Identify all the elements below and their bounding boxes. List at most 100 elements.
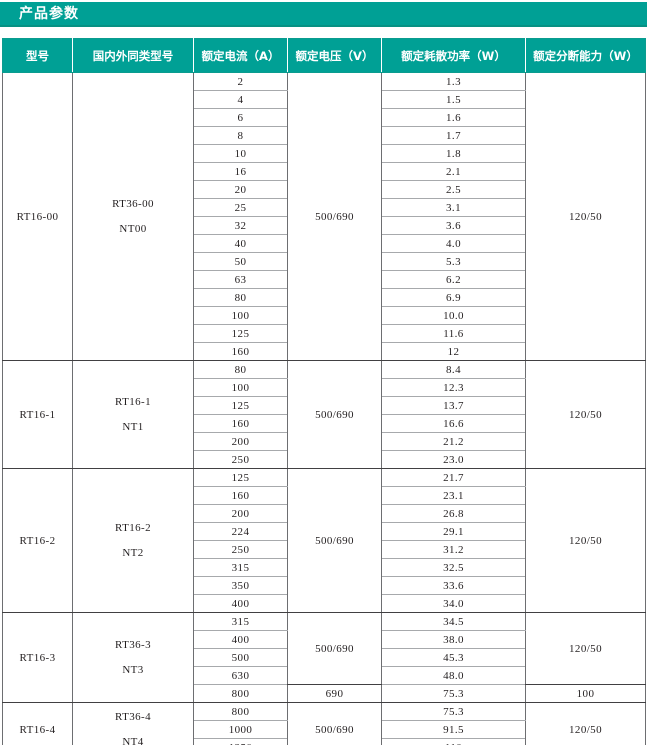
cell-power-dissipation: 1.7	[381, 126, 526, 145]
equivalent-model-line: NT2	[122, 546, 144, 559]
cell-breaking-capacity: 120/50	[525, 702, 646, 745]
cell-rated-current: 315	[193, 612, 288, 631]
cell-power-dissipation: 33.6	[381, 576, 526, 595]
cell-power-dissipation: 13.7	[381, 396, 526, 415]
cell-power-dissipation: 29.1	[381, 522, 526, 541]
cell-rated-current: 80	[193, 360, 288, 379]
column-header-rated-voltage: 额定电压（V）	[287, 38, 382, 73]
cell-model: RT16-1	[2, 360, 73, 469]
cell-rated-current: 800	[193, 702, 288, 721]
equivalent-model-line: NT00	[119, 222, 147, 235]
table-row: 160 12	[3, 342, 646, 361]
table-row: RT16-4 RT36-4 NT4 800 500/690 75.3 120/50	[2, 702, 646, 745]
cell-power-dissipation: 1.6	[381, 108, 526, 127]
cell-model: RT16-2	[2, 468, 73, 613]
cell-rated-current: 250	[193, 540, 288, 559]
cell-power-dissipation: 91.5	[381, 720, 526, 739]
cell-rated-current: 224	[193, 522, 288, 541]
table-row: 100 10.0	[3, 306, 646, 325]
column-header-power-dissipation: 额定耗散功率（W）	[381, 38, 526, 73]
cell-rated-current: 10	[193, 144, 288, 163]
cell-model: RT16-4	[2, 702, 73, 745]
cell-power-dissipation: 34.0	[381, 594, 526, 613]
table-row: 250 23.0	[3, 450, 646, 469]
cell-rated-current: 25	[193, 198, 288, 217]
column-header-breaking-capacity: 额定分断能力（W）	[525, 38, 646, 73]
equivalent-model-line: RT36-3	[115, 638, 151, 651]
table-row: 16 2.1	[3, 162, 646, 181]
cell-power-dissipation: 45.3	[381, 648, 526, 667]
table-row: 6 1.6	[3, 108, 646, 127]
cell-equivalent-model: RT36-00 NT00	[72, 72, 194, 361]
cell-power-dissipation: 1.8	[381, 144, 526, 163]
equivalent-model-line: RT36-00	[112, 197, 154, 210]
cell-rated-current: 400	[193, 630, 288, 649]
cell-power-dissipation: 1.3	[381, 72, 526, 91]
cell-power-dissipation: 34.5	[381, 612, 526, 631]
cell-power-dissipation: 3.1	[381, 198, 526, 217]
product-parameters-table: 型号 国内外同类型号 额定电流（A） 额定电压（V） 额定耗散功率（W） 额定分…	[2, 38, 646, 745]
table-row: 630 48.0	[3, 666, 646, 685]
page-title: 产品参数	[19, 6, 79, 22]
cell-rated-voltage: 500/690	[287, 72, 382, 361]
cell-rated-current: 2	[193, 72, 288, 91]
cell-rated-current: 400	[193, 594, 288, 613]
table-header: 型号 国内外同类型号 额定电流（A） 额定电压（V） 额定耗散功率（W） 额定分…	[2, 38, 646, 73]
cell-rated-current: 315	[193, 558, 288, 577]
table-row: 125 13.7	[3, 396, 646, 415]
equivalent-model-line: RT16-2	[115, 521, 151, 534]
cell-power-dissipation: 1.5	[381, 90, 526, 109]
cell-rated-current: 80	[193, 288, 288, 307]
cell-rated-voltage: 690	[287, 684, 382, 703]
cell-rated-current: 200	[193, 504, 288, 523]
cell-rated-current: 125	[193, 468, 288, 487]
cell-rated-current: 4	[193, 90, 288, 109]
cell-equivalent-model: RT36-3 NT3	[72, 612, 194, 703]
table-header-row: 型号 国内外同类型号 额定电流（A） 额定电压（V） 额定耗散功率（W） 额定分…	[2, 38, 646, 73]
cell-power-dissipation: 31.2	[381, 540, 526, 559]
cell-rated-current: 40	[193, 234, 288, 253]
cell-model: RT16-00	[2, 72, 73, 361]
section-title-bar: 产品参数	[0, 2, 647, 27]
column-header-model: 型号	[2, 38, 73, 73]
cell-rated-current: 160	[193, 342, 288, 361]
cell-rated-current: 125	[193, 396, 288, 415]
cell-power-dissipation: 16.6	[381, 414, 526, 433]
cell-power-dissipation: 6.2	[381, 270, 526, 289]
cell-power-dissipation: 2.1	[381, 162, 526, 181]
cell-breaking-capacity: 120/50	[525, 468, 646, 613]
cell-rated-current: 250	[193, 450, 288, 469]
cell-power-dissipation: 5.3	[381, 252, 526, 271]
cell-rated-current: 200	[193, 432, 288, 451]
cell-equivalent-model: RT16-1 NT1	[72, 360, 194, 469]
cell-power-dissipation: 110	[381, 738, 526, 745]
table-row: 160 23.1	[3, 486, 646, 505]
cell-power-dissipation: 6.9	[381, 288, 526, 307]
cell-rated-current: 1000	[193, 720, 288, 739]
table-row: RT16-00 RT36-00 NT00 2 500/690 1.3 120/50	[2, 72, 646, 361]
cell-breaking-capacity: 120/50	[525, 612, 646, 685]
cell-rated-current: 630	[193, 666, 288, 685]
cell-rated-current: 20	[193, 180, 288, 199]
cell-rated-current: 100	[193, 378, 288, 397]
cell-power-dissipation: 4.0	[381, 234, 526, 253]
cell-power-dissipation: 12	[381, 342, 526, 361]
cell-power-dissipation: 23.0	[381, 450, 526, 469]
column-header-equivalent-model: 国内外同类型号	[72, 38, 194, 73]
cell-power-dissipation: 2.5	[381, 180, 526, 199]
column-header-rated-current: 额定电流（A）	[193, 38, 288, 73]
cell-rated-voltage: 500/690	[287, 702, 382, 745]
equivalent-model-line: NT4	[122, 735, 144, 745]
cell-power-dissipation: 26.8	[381, 504, 526, 523]
cell-power-dissipation: 75.3	[381, 702, 526, 721]
cell-power-dissipation: 11.6	[381, 324, 526, 343]
cell-rated-current: 32	[193, 216, 288, 235]
table-row: 250 31.2	[3, 540, 646, 559]
table-row: 400 34.0	[3, 594, 646, 613]
table-row: 315 32.5	[3, 558, 646, 577]
cell-power-dissipation: 8.4	[381, 360, 526, 379]
cell-rated-current: 800	[193, 684, 288, 703]
cell-power-dissipation: 48.0	[381, 666, 526, 685]
